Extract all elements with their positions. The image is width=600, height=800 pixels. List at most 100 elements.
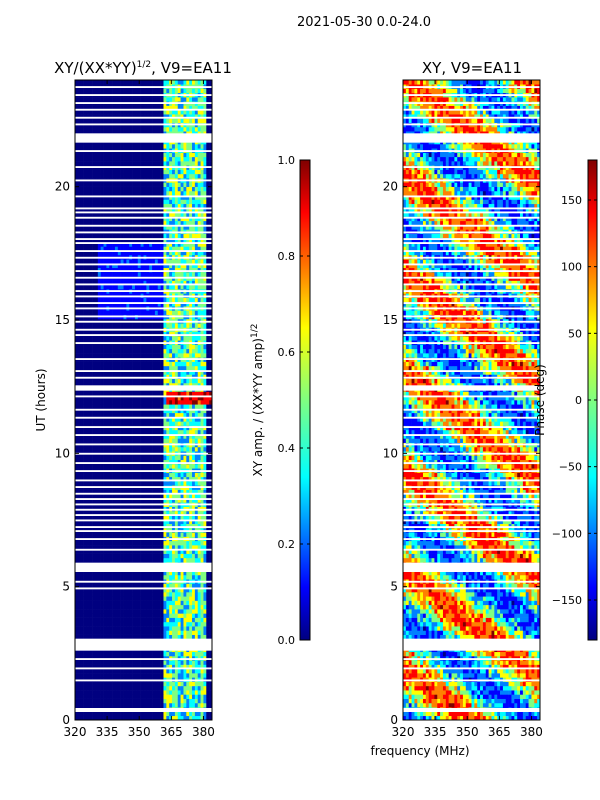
- amplitude-heatmap-cell: [77, 617, 81, 623]
- amplitude-heatmap-cell: [206, 660, 210, 665]
- amplitude-heatmap-cell: [123, 673, 127, 678]
- amplitude-heatmap-cell: [114, 498, 119, 503]
- amplitude-heatmap-cell: [86, 510, 90, 516]
- amplitude-heatmap-cell: [174, 297, 179, 303]
- amplitude-heatmap-cell: [117, 459, 121, 465]
- amplitude-heatmap-cell: [154, 570, 159, 576]
- amplitude-heatmap-cell: [103, 668, 107, 674]
- amplitude-heatmap-cell: [192, 391, 196, 397]
- amplitude-heatmap-cell: [117, 489, 121, 495]
- amplitude-heatmap-cell: [92, 331, 96, 337]
- amplitude-heatmap-cell: [106, 370, 110, 375]
- amplitude-heatmap-cell: [75, 711, 79, 717]
- amplitude-heatmap-cell: [152, 660, 156, 665]
- amplitude-heatmap-cell: [146, 660, 150, 665]
- amplitude-heatmap-cell: [75, 481, 79, 486]
- amplitude-heatmap-cell: [97, 510, 101, 516]
- amplitude-heatmap-cell: [92, 557, 96, 563]
- amplitude-heatmap-cell: [126, 378, 130, 384]
- amplitude-heatmap-cell: [189, 374, 193, 379]
- amplitude-heatmap-cell: [120, 421, 124, 426]
- amplitude-heatmap-cell: [83, 472, 87, 478]
- amplitude-heatmap-cell: [209, 630, 213, 635]
- amplitude-heatmap-cell: [183, 412, 187, 418]
- amplitude-heatmap-cell: [103, 574, 107, 580]
- amplitude-heatmap-cell: [114, 421, 119, 426]
- amplitude-heatmap-cell: [192, 549, 196, 554]
- amplitude-heatmap-cell: [114, 408, 119, 414]
- amplitude-heatmap-cell: [200, 438, 204, 443]
- amplitude-heatmap-cell: [100, 592, 104, 597]
- amplitude-heatmap-cell: [152, 540, 156, 546]
- amplitude-heatmap-cell: [180, 400, 184, 405]
- amplitude-heatmap-cell: [100, 600, 104, 606]
- amplitude-heatmap-cell: [120, 344, 124, 350]
- amplitude-heatmap-cell: [203, 515, 207, 520]
- amplitude-heatmap-cell: [120, 455, 124, 461]
- amplitude-heatmap-cell: [166, 417, 170, 422]
- amplitude-heatmap-cell: [126, 515, 130, 520]
- amplitude-heatmap-cell: [192, 570, 196, 576]
- amplitude-heatmap-cell: [106, 613, 110, 618]
- amplitude-heatmap-cell: [160, 391, 164, 397]
- amplitude-heatmap-cell: [157, 472, 161, 478]
- amplitude-heatmap-cell: [94, 280, 99, 286]
- amplitude-heatmap-cell: [77, 634, 81, 640]
- amplitude-heatmap-cell: [186, 711, 190, 717]
- amplitude-heatmap-cell: [149, 523, 153, 529]
- amplitude-heatmap-cell: [140, 515, 144, 520]
- amplitude-heatmap-cell: [192, 284, 196, 290]
- amplitude-heatmap-cell: [100, 660, 104, 665]
- amplitude-heatmap-cell: [143, 429, 147, 435]
- amplitude-heatmap-cell: [157, 532, 161, 537]
- amplitude-heatmap-cell: [209, 464, 213, 469]
- amplitude-heatmap-cell: [166, 353, 170, 358]
- amplitude-heatmap-cell: [197, 429, 201, 435]
- amplitude-heatmap-cell: [146, 348, 150, 354]
- amplitude-heatmap-cell: [172, 540, 176, 546]
- amplitude-heatmap-cell: [203, 464, 207, 469]
- amplitude-heatmap-cell: [89, 331, 93, 337]
- amplitude-heatmap-cell: [94, 400, 99, 405]
- amplitude-heatmap-cell: [134, 617, 139, 623]
- amplitude-heatmap-cell: [186, 664, 190, 670]
- amplitude-heatmap-cell: [146, 353, 150, 358]
- amplitude-heatmap-cell: [134, 634, 139, 640]
- amplitude-heatmap-cell: [140, 476, 144, 482]
- amplitude-heatmap-cell: [186, 715, 190, 721]
- amplitude-heatmap-cell: [209, 489, 213, 495]
- amplitude-heatmap-cell: [86, 694, 90, 699]
- amplitude-heatmap-cell: [186, 698, 190, 704]
- amplitude-heatmap-cell: [166, 660, 170, 665]
- amplitude-heatmap-cell: [169, 587, 173, 593]
- amplitude-heatmap-cell: [132, 489, 136, 495]
- amplitude-heatmap-cell: [203, 570, 207, 576]
- amplitude-heatmap-cell: [186, 365, 190, 371]
- amplitude-heatmap-cell: [109, 634, 113, 640]
- amplitude-heatmap-cell: [197, 609, 201, 614]
- amplitude-heatmap-cell: [183, 617, 187, 623]
- amplitude-heatmap-cell: [83, 690, 87, 695]
- amplitude-heatmap-cell: [209, 434, 213, 439]
- amplitude-heatmap-cell: [180, 370, 184, 375]
- amplitude-heatmap-cell: [152, 673, 156, 678]
- amplitude-heatmap-cell: [163, 510, 167, 516]
- amplitude-heatmap-cell: [180, 361, 184, 367]
- amplitude-heatmap-cell: [77, 344, 81, 350]
- amplitude-heatmap-cell: [134, 472, 139, 478]
- amplitude-heatmap-cell: [183, 668, 187, 674]
- amplitude-heatmap-cell: [160, 570, 164, 576]
- amplitude-heatmap-cell: [192, 600, 196, 606]
- amplitude-heatmap-cell: [163, 476, 167, 482]
- amplitude-heatmap-cell: [120, 510, 124, 516]
- amplitude-heatmap-cell: [194, 348, 199, 354]
- amplitude-heatmap-cell: [77, 574, 81, 580]
- amplitude-heatmap-cell: [157, 344, 161, 350]
- amplitude-heatmap-cell: [189, 690, 193, 695]
- amplitude-heatmap-cell: [77, 493, 81, 499]
- amplitude-heatmap-cell: [100, 353, 104, 358]
- amplitude-heatmap-cell: [114, 412, 119, 418]
- amplitude-heatmap-cell: [140, 715, 144, 721]
- amplitude-heatmap-cell: [132, 323, 136, 328]
- amplitude-heatmap-cell: [80, 630, 84, 635]
